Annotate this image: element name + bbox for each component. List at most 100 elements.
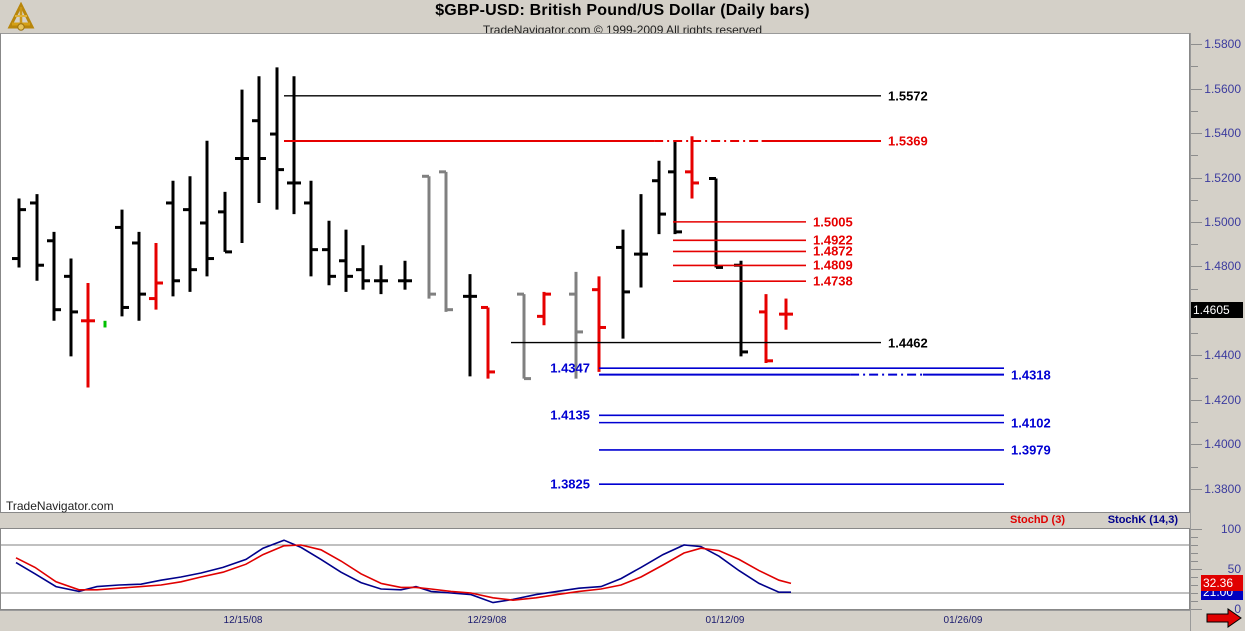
axis-tick [1191,577,1198,578]
ohlc-bar [616,229,630,339]
ohlc-bar [218,191,232,254]
ohlc-bar [569,271,583,379]
red-level-label: 1.5369 [888,133,928,149]
ohlc-bar [422,174,436,299]
price-axis-label: 1.5600 [1204,81,1241,96]
ohlc-bar [463,274,477,377]
ohlc-bar [47,231,61,321]
legend-stochk[interactable]: StochK (14,3) [1107,514,1178,526]
axis-tick [1191,66,1198,68]
price-axis-label: 1.4200 [1204,392,1241,407]
chart-header: $GBP-USD: British Pound/US Dollar (Daily… [0,0,1245,48]
axis-tick [1191,585,1198,586]
stochastic-pane[interactable] [0,528,1190,610]
stochastic-k-line [15,539,791,604]
price-axis-label: 1.4400 [1204,348,1241,363]
blue-level-label-right: 1.4102 [1011,415,1051,431]
axis-tick-major [1191,221,1202,223]
ohlc-bar [779,298,793,330]
ohlc-bar [592,276,606,372]
axis-tick-major [1191,444,1202,446]
axis-tick-major [1191,133,1202,135]
stochastic-d-line [15,544,792,602]
ohlc-bar [235,89,249,243]
red-level-label: 1.4809 [813,257,853,273]
axis-tick-major [1191,399,1202,401]
axis-tick [1191,288,1198,290]
date-x-axis[interactable]: 12/15/08 12/29/08 01/12/09 01/26/09 [0,610,1190,631]
ohlc-bar [668,140,682,235]
axis-tick-major [1191,44,1202,46]
axis-tick [1191,601,1198,602]
black-level-label: 1.4462 [888,335,928,351]
ohlc-bar [634,194,648,288]
ohlc-bar [132,231,146,321]
blue-level-label-left: 1.3825 [550,476,590,492]
stochastic-canvas [1,539,1189,604]
scroll-right-arrow-icon[interactable] [1206,608,1242,628]
axis-tick [1191,537,1198,538]
axis-tick-major [1191,266,1202,268]
ohlc-bar [517,292,531,381]
ohlc-bar [183,176,197,292]
axis-tick [1191,377,1198,379]
indicator-legend: StochD (3) StochK (14,3) [0,513,1190,528]
sextant-icon [4,2,38,32]
black-level-label: 1.5572 [888,88,928,104]
axis-tick-major [1191,88,1202,90]
price-axis-label: 1.4800 [1204,259,1241,274]
legend-stochd[interactable]: StochD (3) [1010,514,1065,526]
ohlc-bar [439,170,453,312]
axis-tick [1191,561,1198,562]
price-axis-label: 1.3800 [1204,481,1241,496]
axis-tick [1191,553,1198,554]
price-chart-pane[interactable] [0,33,1190,513]
ohlc-bar [149,242,163,310]
stoch-axis-label: 0 [1234,602,1241,616]
ohlc-bar [166,180,180,297]
price-axis-label: 1.5800 [1204,37,1241,52]
stoch-axis-label: 100 [1220,522,1241,536]
blue-level-label-left: 1.4135 [550,407,590,423]
ohlc-bar [709,177,723,269]
ohlc-bar [304,180,318,277]
axis-tick [1191,593,1198,594]
price-y-axis[interactable]: 1.5800 1.5600 1.5400 1.5200 1.5000 1.4800 1.44… [1190,33,1245,513]
red-level-label: 1.4738 [813,273,853,289]
ohlc-bar [322,220,336,286]
ohlc-bar [252,76,266,203]
ohlc-bar [287,76,301,215]
page-title: $GBP-USD: British Pound/US Dollar (Daily… [435,2,810,19]
price-axis-label: 1.5400 [1204,126,1241,141]
ohlc-bar [759,294,773,364]
axis-tick [1191,422,1198,424]
red-level-label: 1.4922 [813,232,853,248]
date-axis-label: 12/29/08 [467,615,507,626]
red-level-label: 1.4872 [813,243,853,259]
axis-tick-major [1191,488,1202,490]
axis-tick-major [1191,609,1202,610]
ohlc-bar [81,283,95,388]
axis-tick-major [1191,529,1202,530]
date-axis-label: 01/12/09 [705,615,745,626]
ohlc-bar [398,260,412,290]
blue-level-label-right: 1.4318 [1011,367,1051,383]
ohlc-bar [270,67,284,210]
date-axis-label: 01/26/09 [943,615,983,626]
ohlc-bar [339,229,353,292]
blue-level-label-left: 1.4347 [550,360,590,376]
axis-tick [1191,466,1198,468]
ohlc-bar [652,160,666,235]
axis-tick [1191,155,1198,157]
watermark-label: TradeNavigator.com [6,499,114,513]
ohlc-bar [356,245,370,290]
ohlc-bar [12,198,26,268]
axis-tick-major [1191,355,1202,357]
axis-tick [1191,333,1198,335]
stochastic-y-axis[interactable]: 100 50 0 21.00 32.36 [1190,513,1245,631]
price-chart-canvas [12,67,1004,486]
ohlc-bar [200,140,214,277]
price-axis-label: 1.5000 [1204,214,1241,229]
stoch-axis-label: 50 [1227,562,1241,576]
